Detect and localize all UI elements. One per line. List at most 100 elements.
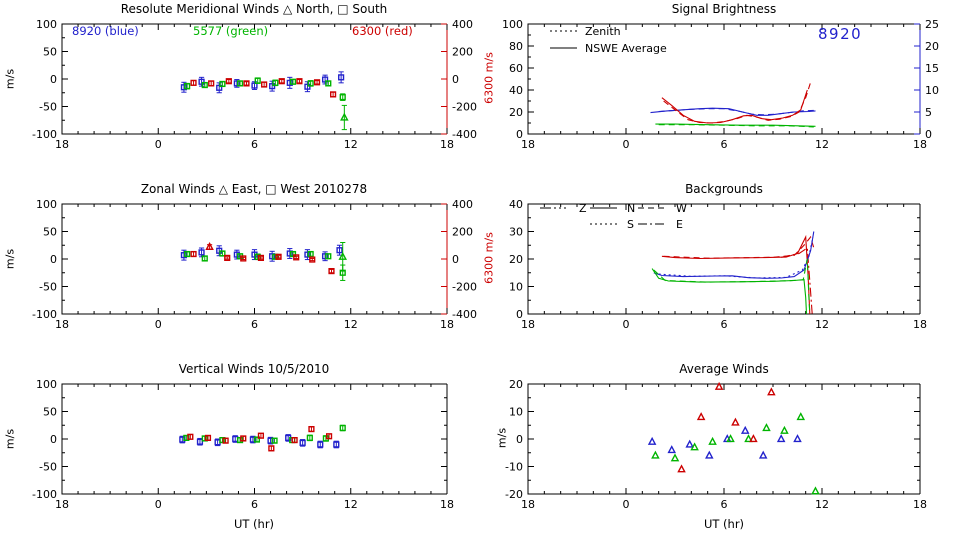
right-tick-label: 200 <box>452 46 473 59</box>
right-tick-label: -400 <box>452 308 477 321</box>
square-marker <box>198 78 205 85</box>
y-tick-label: 40 <box>509 198 523 211</box>
right-tick-label: -400 <box>452 128 477 141</box>
right-axis-tick-labels: 400 200 0 -200 -400 <box>452 198 477 321</box>
right-tick-label: 0 <box>452 73 459 86</box>
x-tick-label: 0 <box>155 138 162 151</box>
right-axis-tick-labels: 25 20 15 10 5 0 <box>925 18 939 141</box>
y-tick-label: 40 <box>509 84 523 97</box>
square-marker <box>308 425 315 433</box>
legend-label-W: W <box>676 202 687 215</box>
right-tick-label: 10 <box>925 84 939 97</box>
y-axis-tick-labels: 20 10 0 -10 -20 <box>505 378 523 501</box>
x-tick-label: 6 <box>721 318 728 331</box>
y-tick-label: 0 <box>50 433 57 446</box>
square-marker <box>219 250 226 257</box>
y-tick-label: 10 <box>509 406 523 419</box>
triangle-marker <box>714 381 724 390</box>
y-tick-label: 80 <box>509 40 523 53</box>
plot-title-vertical: Vertical Winds 10/5/2010 <box>178 362 330 376</box>
square-marker <box>269 83 276 90</box>
square-marker <box>254 77 261 84</box>
triangle-marker <box>685 439 694 448</box>
square-marker <box>196 438 204 445</box>
right-axis-ticks <box>441 203 447 315</box>
y-axis-tick-labels: 100 50 0 -50 -100 <box>32 198 57 321</box>
square-marker <box>275 253 282 260</box>
square-marker <box>204 434 212 442</box>
triangle-marker <box>758 450 768 459</box>
square-marker <box>293 254 300 261</box>
x-tick-label: 18 <box>55 138 69 151</box>
square-marker <box>257 432 265 439</box>
right-tick-label: 25 <box>925 18 939 31</box>
series-line <box>663 235 815 259</box>
triangle-marker <box>708 436 717 445</box>
triangle-marker <box>670 453 680 462</box>
square-marker <box>261 81 268 88</box>
x-tick-label: 18 <box>55 498 69 511</box>
y-tick-label: -100 <box>32 488 57 501</box>
square-marker <box>339 94 346 101</box>
x-tick-label: 12 <box>815 498 829 511</box>
series-signal-6300-zenith <box>663 82 812 124</box>
series-meridional-5577 <box>184 77 349 131</box>
square-marker <box>201 435 208 442</box>
plot-title-signal: Signal Brightness <box>671 2 777 16</box>
y-tick-label: -50 <box>39 101 57 114</box>
x-axis-label-vertical: UT (hr) <box>233 517 275 531</box>
y-axis-ticks <box>528 383 920 495</box>
right-tick-label: 15 <box>925 62 939 75</box>
right-tick-label: 0 <box>452 253 459 266</box>
series-line <box>661 89 808 124</box>
triangle-marker <box>726 434 735 443</box>
triangle-marker <box>776 434 786 443</box>
square-marker <box>306 434 313 442</box>
x-tick-label: 6 <box>721 498 728 511</box>
x-tick-label: 18 <box>440 498 454 511</box>
series-line <box>658 108 814 116</box>
x-axis-ticks <box>527 204 921 314</box>
square-marker <box>339 424 346 432</box>
series-vertical-6300 <box>187 425 333 452</box>
series-average-8920 <box>647 425 802 459</box>
axes-frame <box>527 203 921 315</box>
legend-label-E: E <box>676 218 683 231</box>
triangle-marker <box>340 112 349 121</box>
series-line <box>650 107 816 116</box>
x-tick-label: 12 <box>344 318 358 331</box>
y-axis-label-zonal: m/s <box>3 248 17 270</box>
right-axis-ticks <box>914 23 920 135</box>
y-axis-tick-labels: 40 30 20 10 0 <box>509 198 523 321</box>
square-marker <box>253 436 261 443</box>
y-tick-label: 10 <box>509 281 523 294</box>
axes-frame <box>527 383 921 495</box>
y-axis-label-vertical: m/s <box>3 428 17 450</box>
triangle-marker <box>780 425 789 434</box>
square-marker <box>249 436 256 443</box>
square-marker <box>309 256 316 263</box>
series-signal-6300-nswe <box>661 89 808 124</box>
subplot-vertical: 18 0 6 12 18 100 50 0 -50 -100 <box>0 360 480 540</box>
x-tick-label: 18 <box>913 138 927 151</box>
annotation-8920-blue: 8920 (blue) <box>72 24 139 38</box>
x-tick-label: 6 <box>721 138 728 151</box>
subplot-average: 18 0 6 12 18 20 10 0 -10 -20 <box>480 360 960 540</box>
series-average-5577 <box>651 412 820 495</box>
triangle-marker <box>705 450 714 459</box>
triangle-marker <box>338 251 347 260</box>
x-tick-label: 6 <box>251 318 258 331</box>
square-marker <box>184 250 191 258</box>
square-marker <box>236 436 244 444</box>
square-marker <box>325 253 332 260</box>
right-tick-label: 20 <box>925 40 939 53</box>
x-tick-label: 6 <box>251 498 258 511</box>
annotation-8920-signal: 8920 <box>818 25 863 43</box>
y-axis-ticks <box>62 23 68 135</box>
square-marker <box>333 441 340 448</box>
y-axis-ticks <box>528 203 920 315</box>
triangle-marker <box>667 445 677 454</box>
triangle-marker <box>793 434 802 443</box>
square-marker <box>219 436 226 444</box>
square-marker <box>296 78 303 85</box>
